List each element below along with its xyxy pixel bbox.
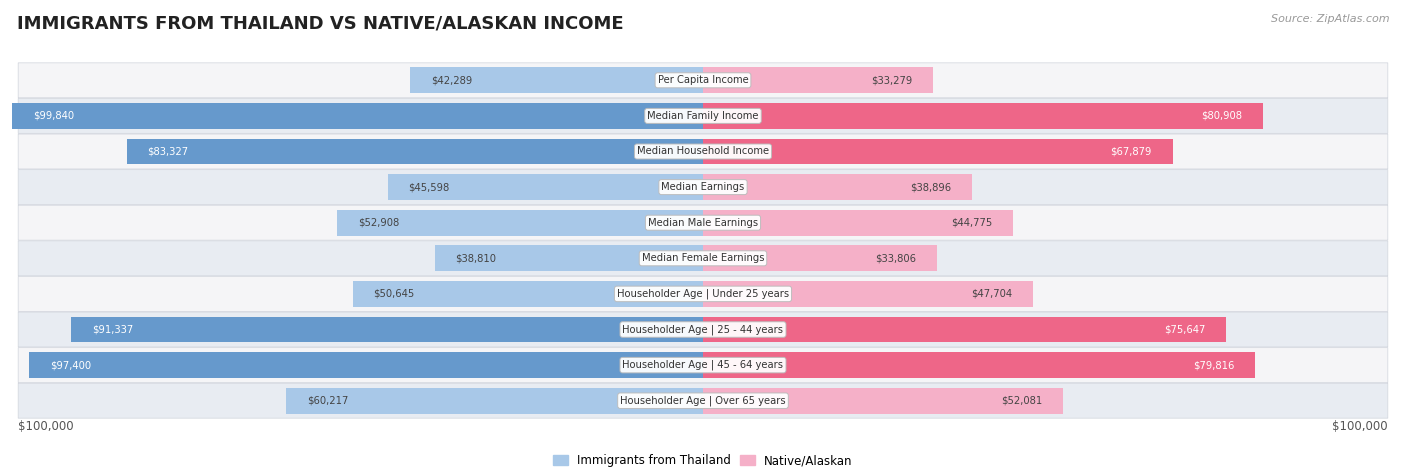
Bar (72, 317, 703, 342)
Bar (337, 210, 703, 235)
FancyBboxPatch shape (18, 170, 1388, 205)
Text: $42,289: $42,289 (432, 75, 472, 85)
Bar (30, 352, 703, 378)
Text: Householder Age | Over 65 years: Householder Age | Over 65 years (620, 396, 786, 406)
Text: $80,908: $80,908 (1201, 111, 1241, 121)
Text: $45,598: $45,598 (408, 182, 450, 192)
Text: $33,806: $33,806 (875, 253, 917, 263)
Text: Median Earnings: Median Earnings (661, 182, 745, 192)
Bar (703, 103, 1263, 129)
Text: Median Female Earnings: Median Female Earnings (641, 253, 765, 263)
FancyBboxPatch shape (18, 312, 1388, 347)
Bar (434, 246, 703, 271)
FancyBboxPatch shape (18, 134, 1388, 169)
Bar (388, 174, 703, 200)
Bar (703, 139, 1173, 164)
Text: Median Family Income: Median Family Income (647, 111, 759, 121)
Bar (411, 67, 703, 93)
Bar (703, 352, 1256, 378)
FancyBboxPatch shape (18, 99, 1388, 134)
Text: $97,400: $97,400 (51, 360, 91, 370)
Text: $60,217: $60,217 (307, 396, 349, 406)
Text: $52,908: $52,908 (357, 218, 399, 228)
Bar (353, 281, 703, 307)
Bar (127, 139, 703, 164)
Text: $79,816: $79,816 (1194, 360, 1234, 370)
Text: Householder Age | 45 - 64 years: Householder Age | 45 - 64 years (623, 360, 783, 370)
FancyBboxPatch shape (18, 383, 1388, 418)
Bar (703, 246, 936, 271)
Text: $38,896: $38,896 (910, 182, 952, 192)
Bar (703, 210, 1012, 235)
Text: $52,081: $52,081 (1001, 396, 1042, 406)
Legend: Immigrants from Thailand, Native/Alaskan: Immigrants from Thailand, Native/Alaskan (548, 449, 858, 467)
Text: Median Male Earnings: Median Male Earnings (648, 218, 758, 228)
Bar (703, 67, 934, 93)
Text: Median Household Income: Median Household Income (637, 147, 769, 156)
Bar (703, 317, 1226, 342)
Bar (703, 281, 1033, 307)
Text: $100,000: $100,000 (1333, 419, 1388, 432)
FancyBboxPatch shape (18, 63, 1388, 98)
FancyBboxPatch shape (18, 205, 1388, 240)
Text: $91,337: $91,337 (91, 325, 134, 334)
FancyBboxPatch shape (18, 347, 1388, 382)
Text: $44,775: $44,775 (950, 218, 993, 228)
FancyBboxPatch shape (18, 241, 1388, 276)
Bar (703, 174, 972, 200)
Text: $33,279: $33,279 (872, 75, 912, 85)
Bar (13, 103, 703, 129)
Text: Source: ZipAtlas.com: Source: ZipAtlas.com (1271, 14, 1389, 24)
Text: $75,647: $75,647 (1164, 325, 1205, 334)
Text: $83,327: $83,327 (148, 147, 188, 156)
Text: $38,810: $38,810 (456, 253, 496, 263)
Text: IMMIGRANTS FROM THAILAND VS NATIVE/ALASKAN INCOME: IMMIGRANTS FROM THAILAND VS NATIVE/ALASK… (17, 14, 623, 32)
Text: $67,879: $67,879 (1111, 147, 1152, 156)
Bar (287, 388, 703, 414)
Text: Householder Age | 25 - 44 years: Householder Age | 25 - 44 years (623, 324, 783, 335)
Text: Per Capita Income: Per Capita Income (658, 75, 748, 85)
Text: $99,840: $99,840 (34, 111, 75, 121)
Text: $100,000: $100,000 (18, 419, 73, 432)
FancyBboxPatch shape (18, 276, 1388, 311)
Text: $47,704: $47,704 (972, 289, 1012, 299)
Text: $50,645: $50,645 (374, 289, 415, 299)
Bar (703, 388, 1063, 414)
Text: Householder Age | Under 25 years: Householder Age | Under 25 years (617, 289, 789, 299)
